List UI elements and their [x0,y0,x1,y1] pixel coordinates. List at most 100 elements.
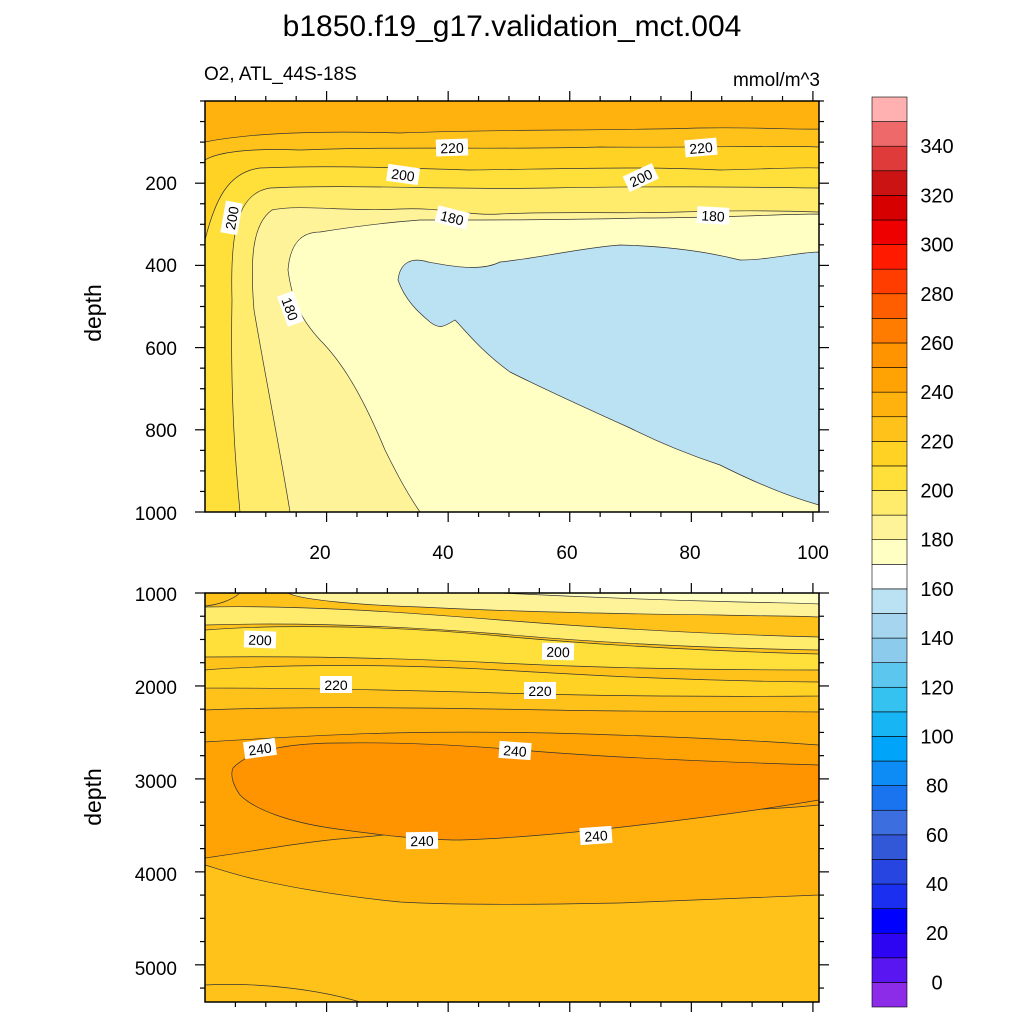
lower-clabel-200-a: 200 [243,630,277,649]
colorbar-box [871,96,908,122]
svg-text:180: 180 [439,207,466,228]
colorbar-label: 280 [920,284,953,306]
lower-field [205,593,819,1002]
lower-ticks [195,583,829,1012]
lower-y-tick-3000: 3000 [135,772,177,793]
lower-band-160 [499,593,819,605]
upper-panel: 20 40 60 80 100 200 400 600 800 1000 dep… [80,91,829,564]
lower-y-tick-2000: 2000 [135,678,177,699]
lower-band-180 [205,606,819,651]
colorbar-box [871,883,908,909]
colorbar-label: 260 [920,333,953,355]
colorbar-box [871,785,908,811]
lower-frame [204,592,820,1003]
colorbar-box [871,244,908,270]
colorbar-box [871,391,908,418]
colorbar-box [871,121,908,147]
colorbar-box [871,982,908,1008]
colorbar-box [871,908,908,934]
colorbar-box [871,170,908,196]
svg-text:240: 240 [584,827,609,845]
colorbar-label: 220 [920,431,953,453]
upper-y-tick-labels: 200 400 600 800 1000 [135,174,177,525]
lower-clabel-220-a: 220 [320,676,352,693]
upper-x-tick-100: 100 [797,543,829,564]
svg-text:220: 220 [324,677,348,693]
colorbar-box [871,637,908,663]
lower-y-tick-labels: 1000 2000 3000 4000 5000 [135,585,177,980]
colorbar-label: 160 [920,579,953,601]
colorbar-box [871,957,908,983]
upper-band-low [397,244,819,506]
upper-y-tick-400: 400 [145,256,177,277]
colorbar-box [871,563,908,590]
colorbar-label: 200 [920,481,953,503]
lower-band-200 [205,665,819,697]
upper-y-axis-label: depth [80,284,106,342]
upper-clabel-220-a: 220 [435,138,469,157]
lower-contour-labels: 200 200 220 220 240 240 [242,630,613,850]
upper-y-tick-200: 200 [145,174,177,195]
lower-clabel-240-a: 240 [242,737,277,760]
colorbar-box [871,613,908,639]
colorbar-box [871,932,908,959]
upper-x-tick-labels: 20 40 60 80 100 [309,543,828,564]
lower-y-tick-1000: 1000 [135,585,177,606]
upper-clabel-180-b: 180 [696,206,730,225]
colorbar-box [871,293,908,319]
lower-y-axis-label: depth [80,768,106,826]
colorbar-box [871,859,908,885]
colorbar-boxes [871,96,908,1008]
lower-clabel-220-b: 220 [524,682,556,699]
upper-x-tick-60: 60 [556,543,577,564]
colorbar-label: 340 [920,136,953,158]
upper-clabel-220-b: 220 [684,137,718,158]
colorbar-box [871,588,908,614]
svg-text:240: 240 [247,739,273,758]
subtitle-left: O2, ATL_44S-18S [204,64,357,85]
colorbar-label: 140 [920,628,953,650]
colorbar-label: 100 [920,726,953,748]
svg-text:200: 200 [390,165,416,184]
colorbar-label: 300 [920,235,953,257]
colorbar-labels: 0 20 40 60 80 100 120 140 160 180 200 220 240 260 280 3… [920,136,953,994]
chart-title: b1850.f19_g17.validation_mct.004 [283,10,742,43]
upper-field [205,101,819,512]
colorbar-label: 120 [920,677,953,699]
svg-text:220: 220 [689,139,714,157]
upper-x-tick-20: 20 [309,543,330,564]
colorbar-box [871,465,908,491]
lower-y-tick-4000: 4000 [135,865,177,886]
colorbar-box [871,441,908,467]
colorbar-box [871,367,908,393]
colorbar-box [871,760,908,786]
upper-clabel-200-c: 200 [220,200,243,236]
colorbar-label: 20 [926,923,948,945]
svg-text:200: 200 [546,644,570,660]
colorbar-box [871,834,908,860]
svg-text:240: 240 [503,742,528,760]
lower-clabel-200-b: 200 [541,642,575,661]
upper-x-tick-80: 80 [679,543,700,564]
colorbar-box [871,145,908,172]
colorbar-label: 0 [931,972,942,994]
svg-text:200: 200 [248,632,272,649]
colorbar-box [871,514,908,541]
svg-text:200: 200 [222,205,242,231]
upper-contour-labels: 220 220 200 200 200 180 [220,137,730,327]
colorbar-label: 40 [926,874,948,896]
colorbar-label: 320 [920,185,953,207]
colorbar-box [871,268,908,295]
upper-y-tick-800: 800 [145,421,177,442]
svg-text:180: 180 [278,295,301,323]
lower-clabel-240-c: 240 [405,831,439,850]
lower-clabel-240-d: 240 [579,825,613,846]
colorbar-box [871,736,908,762]
svg-text:240: 240 [410,833,434,849]
lower-clabel-240-b: 240 [498,740,532,761]
upper-clabel-180-c: 180 [277,290,304,327]
svg-text:220: 220 [440,140,464,157]
upper-y-tick-1000: 1000 [135,504,177,525]
colorbar-box [871,219,908,245]
